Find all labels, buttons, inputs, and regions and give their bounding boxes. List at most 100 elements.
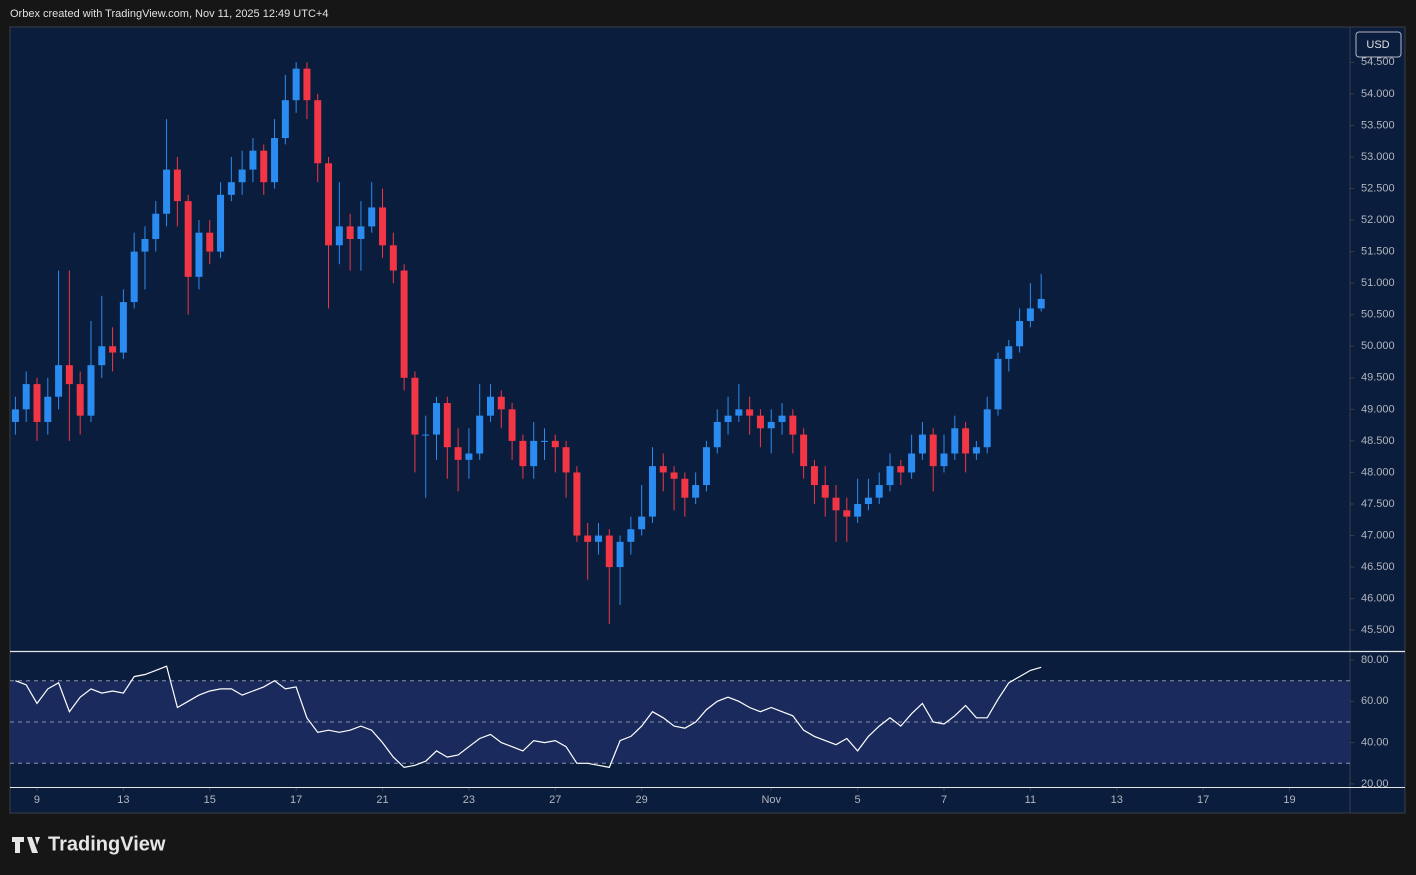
candle-body [411, 377, 419, 435]
y-tick-label: 60.00 [1361, 695, 1389, 707]
candle-body [400, 270, 408, 378]
logo: TradingView [12, 833, 166, 855]
candle-body [713, 421, 721, 448]
candle-body [227, 182, 235, 195]
y-tick-label: 54.000 [1361, 88, 1395, 100]
candle-body [800, 434, 808, 467]
y-tick-label: 53.000 [1361, 151, 1395, 163]
candle-body [810, 466, 818, 486]
candle-body [746, 409, 754, 416]
x-tick-label: 13 [117, 794, 129, 806]
candle-body [843, 510, 851, 517]
candle-body [670, 472, 678, 479]
x-tick-label: 11 [1025, 794, 1036, 806]
candle-body [217, 194, 225, 252]
candle-body [929, 434, 937, 467]
candle-body [163, 169, 171, 214]
candle-body [292, 68, 300, 101]
y-tick-label: 48.000 [1361, 466, 1395, 478]
candle-body [476, 415, 484, 454]
candle-body [184, 201, 192, 277]
candle-body [357, 226, 365, 239]
x-tick-label: 17 [1197, 794, 1209, 806]
candle-body [875, 485, 883, 498]
candle-body [530, 440, 538, 467]
x-tick-label: 13 [1111, 794, 1123, 806]
candle-body [573, 472, 581, 536]
candle-body [87, 365, 95, 416]
candle-body [594, 535, 602, 542]
candle-body [886, 466, 894, 486]
y-tick-label: 52.000 [1361, 214, 1395, 226]
currency-label: USD [1366, 39, 1389, 51]
y-tick-label: 40.00 [1361, 737, 1389, 749]
candle-body [486, 396, 494, 416]
y-tick-label: 47.000 [1361, 529, 1395, 541]
candle-body [443, 403, 451, 448]
candle-body [508, 409, 516, 441]
candle-body [33, 384, 41, 422]
candle-body [11, 409, 19, 422]
candle-body [206, 232, 214, 252]
candle-body [940, 453, 948, 467]
candle-body [130, 251, 138, 303]
candle-body [616, 541, 624, 568]
candle-body [76, 384, 84, 416]
candle-body [692, 485, 700, 498]
candle-body [173, 169, 181, 202]
candle-body [389, 245, 397, 271]
x-tick-label: 19 [1283, 794, 1295, 806]
candle-body [314, 100, 322, 164]
x-tick-label: Nov [761, 794, 781, 806]
candle-body [778, 415, 786, 422]
candle-body [540, 440, 548, 442]
candle-body [65, 365, 73, 385]
x-tick-label: 17 [290, 794, 302, 806]
candle-body [681, 478, 689, 498]
candle-body [433, 403, 441, 435]
candle-body [962, 428, 970, 454]
candle-body [854, 503, 862, 517]
candle-body [832, 497, 840, 511]
y-tick-label: 51.000 [1361, 277, 1395, 289]
y-tick-label: 45.500 [1361, 624, 1395, 636]
candle-body [627, 529, 635, 542]
candle-body [497, 396, 505, 410]
candle-body [562, 447, 570, 473]
y-tick-label: 50.500 [1361, 309, 1395, 321]
candle-body [152, 213, 160, 239]
y-tick-label: 50.000 [1361, 340, 1395, 352]
rsi-band [10, 680, 1350, 764]
candle-body [821, 485, 829, 498]
candle-body [951, 428, 959, 454]
candle-body [972, 447, 980, 454]
logo-text: TradingView [48, 833, 166, 855]
logo-icon [12, 837, 40, 853]
candle-body [1016, 321, 1024, 347]
x-tick-label: 29 [636, 794, 648, 806]
y-tick-label: 49.500 [1361, 372, 1395, 384]
candle-body [454, 447, 462, 460]
candle-body [864, 497, 872, 504]
y-tick-label: 48.500 [1361, 435, 1395, 447]
candle-body [659, 466, 667, 473]
candle-body [735, 409, 743, 416]
candle-body [897, 466, 905, 473]
candle-body [983, 409, 991, 448]
header-text: Orbex created with TradingView.com, Nov … [10, 8, 328, 20]
candle-body [702, 447, 710, 486]
candle-body [335, 226, 343, 246]
candle-body [908, 453, 916, 473]
candle-body [1037, 298, 1045, 309]
candle-body [109, 346, 117, 353]
y-tick-label: 46.000 [1361, 593, 1395, 605]
candle-body [465, 453, 473, 460]
x-tick-label: 21 [376, 794, 388, 806]
candle-body [249, 150, 257, 170]
candle-body [422, 434, 430, 436]
candle-body [325, 163, 333, 246]
x-tick-label: 7 [941, 794, 947, 806]
candle-body [1026, 308, 1034, 322]
candle-body [918, 434, 926, 454]
